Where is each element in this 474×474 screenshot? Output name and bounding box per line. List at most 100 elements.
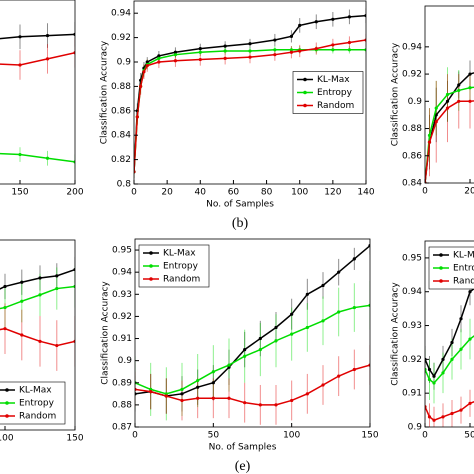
x-tick-label: 40 [195,188,207,198]
point [434,120,438,124]
point [3,284,7,289]
series-line [0,33,75,40]
point [289,48,294,52]
y-tick-label: 0.92 [402,355,422,365]
point [227,365,231,369]
point [157,60,161,64]
series-line [425,401,474,422]
point [290,312,294,316]
legend-marker [439,279,443,283]
point [180,392,184,396]
point [450,411,454,416]
y-tick-label: 0.9 [117,58,132,68]
legend-label: Entropy [19,399,55,409]
point [427,378,432,382]
point [468,99,472,103]
point [434,106,438,110]
legend-label: Random [317,101,354,111]
legend-marker [5,388,9,392]
plot [0,22,75,170]
point [441,371,445,375]
y-tick-label: 0.86 [402,151,422,161]
point [18,63,22,67]
plot [425,278,474,427]
y-tick-label: 0.93 [402,321,422,331]
x-tick-label: 120 [324,188,341,198]
point [459,408,463,412]
plot [425,60,474,183]
point [445,99,450,103]
x-tick-label: 80 [261,188,273,198]
y-tick-label: 0.87 [112,423,132,433]
point [45,156,50,160]
series-line [135,364,370,406]
point [331,48,335,52]
point [314,20,318,24]
y-tick-label: 0.88 [112,400,132,410]
point [55,343,59,348]
legend-label: Random [453,277,474,287]
point [157,56,161,60]
x-tick-label: 50 [208,431,220,441]
x-tick-label: 20 [464,187,474,197]
legend-label: KL-Max [317,75,350,85]
point [139,84,143,88]
point [243,354,247,358]
point [298,49,302,53]
y-tick-label: 0.86 [111,106,131,116]
x-tick-label: 0 [131,188,137,198]
point [290,398,294,403]
series-line [135,304,370,395]
x-tick-label: 140 [357,188,374,198]
y-tick-label: 0.92 [112,312,132,322]
y-axis-label: Classification Accuracy [391,42,401,146]
point [173,53,178,57]
point [468,72,472,76]
y-tick-label: 0.95 [402,253,422,263]
y-tick-label: 0.9 [408,423,423,433]
y-tick-label: 0.92 [402,70,422,80]
y-tick-label: 0.89 [112,378,132,388]
point [164,394,168,398]
point [337,310,341,314]
legend-marker [149,264,153,268]
point [305,325,309,330]
x-tick-label: 60 [228,188,240,198]
point [145,64,149,68]
point [142,70,146,74]
point [274,325,278,330]
point [173,59,178,63]
point [337,270,341,274]
point [347,40,352,45]
point [289,50,294,54]
point [18,152,22,157]
y-tick-label: 0.9 [118,356,133,366]
point [45,57,50,61]
point [18,35,22,39]
legend-marker [439,266,443,270]
point [145,60,149,64]
legend-label: Entropy [317,88,353,98]
point [457,99,461,103]
y-tick-label: 0.92 [111,33,131,43]
point [274,403,278,407]
point [273,53,277,57]
x-tick-label: 100 [0,434,14,444]
axes-frame [424,5,474,184]
point [3,305,7,310]
point [248,49,252,53]
point [321,319,325,323]
x-tick-label: 0 [422,431,428,441]
point [149,390,153,394]
point [157,54,161,58]
point [274,339,278,343]
point [347,15,352,19]
legend-marker [303,77,307,82]
point [347,48,352,52]
legend-label: Entropy [163,262,199,272]
x-tick-label: 50 [464,431,474,441]
legend-label: Entropy [453,264,474,274]
point [164,392,168,396]
legend-marker [303,103,307,108]
point [45,33,50,38]
